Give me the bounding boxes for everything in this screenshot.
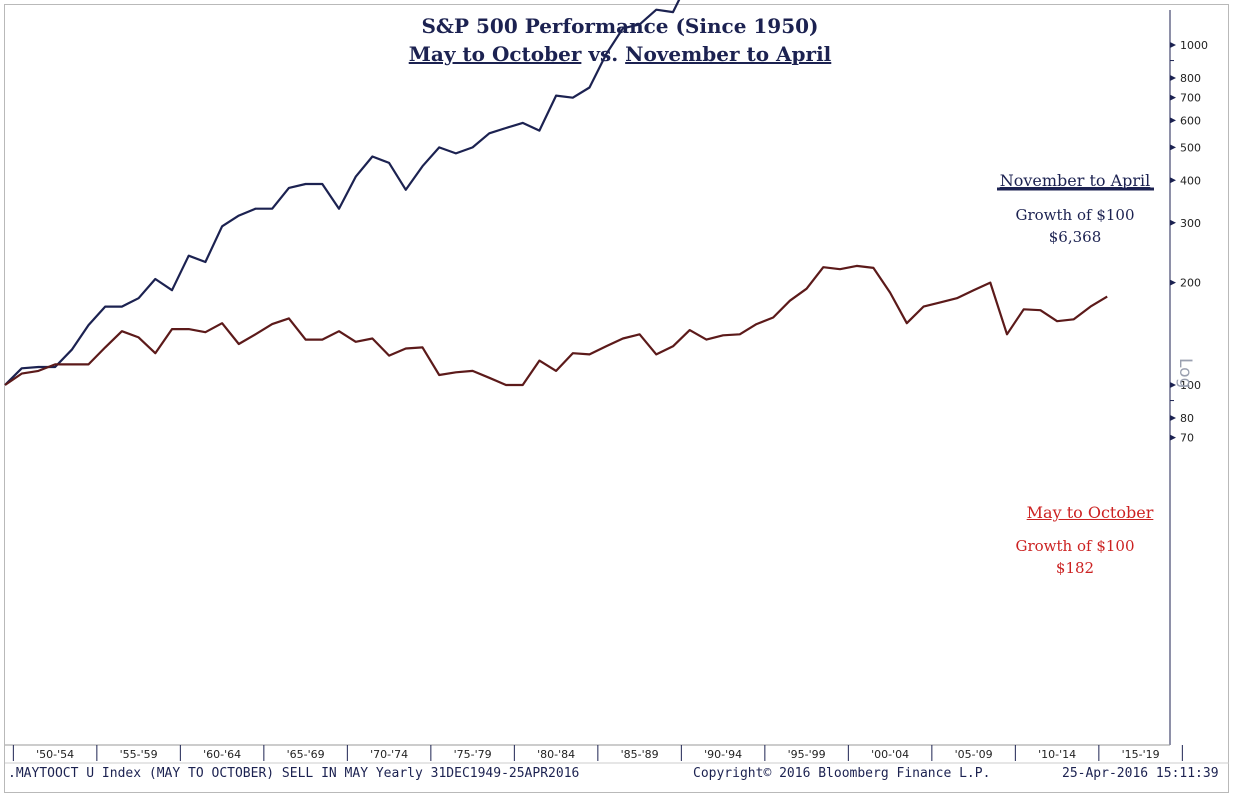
y-tick-marker — [1170, 382, 1176, 388]
y-tick-label: 300 — [1180, 217, 1201, 230]
log-scale-label: Log — [1175, 358, 1195, 389]
y-tick-label: 1000 — [1180, 39, 1208, 52]
y-tick-label: 200 — [1180, 277, 1201, 290]
x-tick-label: '50-'54 — [36, 748, 74, 761]
nov-apr-growth-label: Growth of $100 — [1015, 206, 1135, 224]
nov-apr-legend-heading: November to April — [999, 171, 1151, 190]
may-oct-growth-label: Growth of $100 — [1015, 537, 1135, 555]
y-tick-label: 80 — [1180, 412, 1194, 425]
y-tick-marker — [1170, 279, 1176, 286]
y-tick-label: 400 — [1180, 174, 1201, 187]
may-oct-growth-value: $182 — [1055, 559, 1095, 577]
footer-index-description: .MAYTOOCT U Index (MAY TO OCTOBER) SELL … — [8, 766, 580, 781]
y-tick-marker — [1170, 94, 1176, 101]
x-tick-label: '05-'09 — [955, 748, 993, 761]
x-tick-label: '15-'19 — [1122, 748, 1160, 761]
x-tick-label: '85-'89 — [621, 748, 659, 761]
series-lines — [4, 0, 1108, 387]
x-tick-label: '65-'69 — [287, 748, 325, 761]
x-tick-label: '00-'04 — [871, 748, 909, 761]
chart-frame — [4, 4, 1229, 793]
may-oct-legend-heading: May to October — [1026, 503, 1154, 522]
axes: 7080100200300400500600700800100020003000… — [5, 10, 1229, 764]
y-tick-label: 70 — [1180, 432, 1194, 445]
y-tick-label: 100 — [1180, 379, 1201, 392]
y-tick-label: 500 — [1180, 141, 1201, 154]
nov-apr-growth-value: $6,368 — [1048, 228, 1102, 246]
y-tick-marker — [1170, 74, 1176, 81]
y-tick-marker — [1170, 144, 1176, 151]
y-tick-marker — [1170, 414, 1176, 421]
x-tick-label: '55-'59 — [120, 748, 158, 761]
y-tick-marker — [1170, 42, 1176, 48]
y-tick-label: 600 — [1180, 114, 1201, 127]
x-tick-label: '60-'64 — [203, 748, 241, 761]
footer-copyright: Copyright© 2016 Bloomberg Finance L.P. — [693, 766, 991, 781]
chart-title: S&P 500 Performance (Since 1950) — [421, 14, 819, 38]
x-tick-label: '75-'79 — [454, 748, 492, 761]
subtitle-november-to-april: November to April — [625, 42, 832, 66]
subtitle-vs: vs. — [581, 42, 626, 66]
y-tick-marker — [1170, 117, 1176, 124]
footer-timestamp: 25-Apr-2016 15:11:39 — [1062, 766, 1219, 781]
series-line-may-to-october — [4, 264, 1108, 387]
y-tick-marker — [1170, 434, 1176, 441]
y-tick-label: 700 — [1180, 92, 1201, 105]
x-tick-label: '70-'74 — [370, 748, 408, 761]
x-tick-label: '90-'94 — [704, 748, 742, 761]
chart-subtitle: May to October vs. November to April — [320, 42, 920, 66]
y-tick-marker — [1170, 219, 1176, 226]
x-tick-label: '10-'14 — [1038, 748, 1076, 761]
y-tick-marker — [1170, 177, 1176, 184]
subtitle-may-to-october: May to October — [408, 42, 582, 66]
x-tick-label: '95-'99 — [788, 748, 826, 761]
series-line-november-to-april — [4, 0, 681, 386]
y-tick-label: 800 — [1180, 72, 1201, 85]
x-tick-label: '80-'84 — [537, 748, 575, 761]
